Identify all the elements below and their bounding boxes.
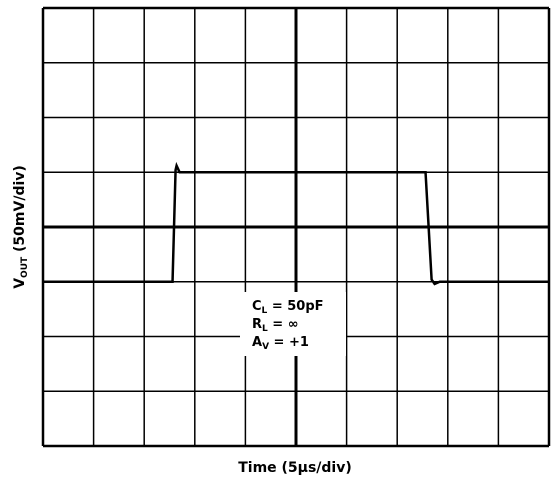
x-axis-label: Time (5µs/div) <box>238 460 352 476</box>
annotation-symbol: A <box>252 335 262 350</box>
annotation: AV = +1 <box>252 335 309 352</box>
annotation: CL = 50pF <box>252 299 324 316</box>
y-label-text: (50mV/div) <box>12 165 28 257</box>
y-label-symbol: V <box>12 278 28 289</box>
annotation-sub: V <box>262 342 269 352</box>
annotation-sub: L <box>262 324 268 334</box>
annotation-sub: L <box>262 306 268 316</box>
annotation-text: = 50pF <box>267 299 323 314</box>
signal-line <box>43 161 549 286</box>
y-axis-label: VOUT (50mV/div) <box>12 165 30 289</box>
annotation-text: = ∞ <box>268 317 299 332</box>
annotation-text: = +1 <box>269 335 309 350</box>
annotation-box <box>240 292 346 356</box>
annotation-symbol: C <box>252 299 262 314</box>
y-label-sub: OUT <box>20 256 30 278</box>
annotation: RL = ∞ <box>252 317 299 334</box>
annotation-symbol: R <box>252 317 262 332</box>
